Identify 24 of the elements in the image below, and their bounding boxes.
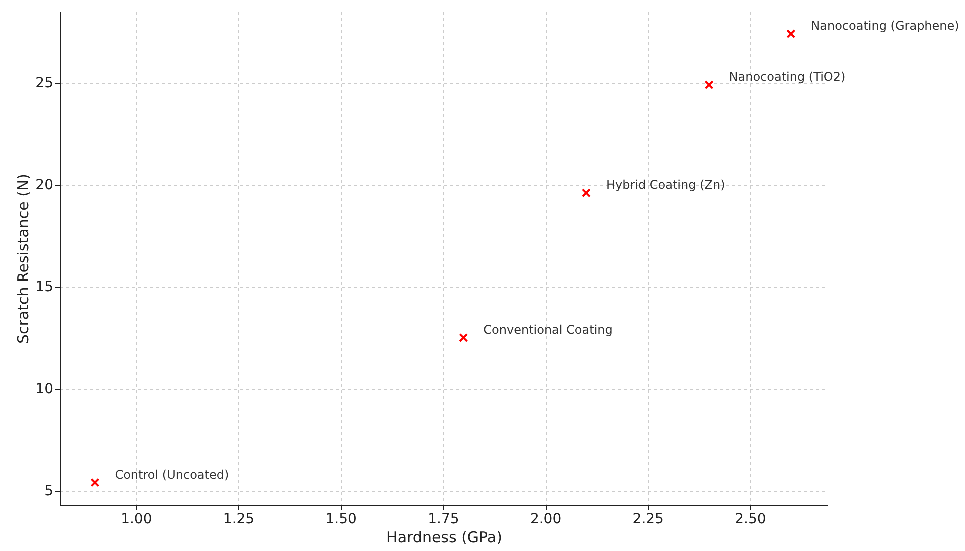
x-tick-label: 1.25 <box>223 512 255 528</box>
x-tick-label: 2.00 <box>530 512 562 528</box>
x-tick-label: 2.25 <box>632 512 664 528</box>
x-tick-label: 1.75 <box>428 512 460 528</box>
annotation: Nanocoating (TiO2) <box>729 70 846 84</box>
annotation: Hybrid Coating (Zn) <box>606 178 726 192</box>
x-tick-label: 1.50 <box>326 512 357 528</box>
point <box>704 80 714 90</box>
point <box>786 29 796 39</box>
y-tick-label: 15 <box>36 279 54 296</box>
annotation: Nanocoating (Graphene) <box>811 19 960 34</box>
y-tick-label: 10 <box>36 381 54 398</box>
point <box>582 188 591 198</box>
y-axis-title: Scratch Resistance (N) <box>14 174 33 344</box>
y-tick-label: 25 <box>36 75 54 92</box>
point <box>459 333 468 342</box>
annotation: Control (Uncoated) <box>115 468 230 482</box>
y-tick-label: 20 <box>36 177 54 194</box>
x-tick-label: 1.00 <box>121 512 152 528</box>
point <box>90 478 100 488</box>
x-tick-label: 2.50 <box>735 512 766 528</box>
annotation: Conventional Coating <box>484 322 613 337</box>
y-tick-label: 5 <box>44 483 54 500</box>
x-axis-title: Hardness (GPa) <box>386 528 502 546</box>
